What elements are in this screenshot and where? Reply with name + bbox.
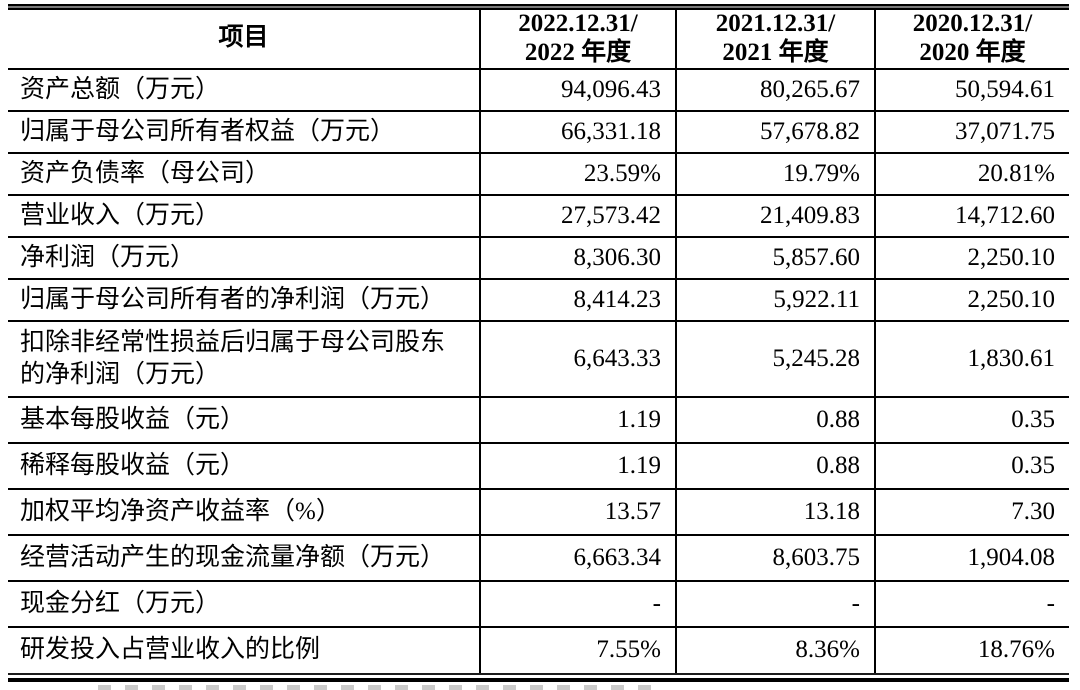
cell-value: 50,594.61: [874, 68, 1069, 112]
header-2022-date: 2022.12.31/: [518, 10, 638, 37]
row-label: 归属于母公司所有者的净利润（万元）: [8, 278, 480, 322]
cell-value: 2,250.10: [874, 236, 1069, 280]
cell-value: 1,904.08: [874, 534, 1069, 582]
header-2021-year: 2021 年度: [722, 38, 829, 66]
clipped-text-remnant: [98, 684, 658, 690]
table-row-parent-net-profit: 归属于母公司所有者的净利润（万元） 8,414.23 5,922.11 2,25…: [8, 278, 1069, 322]
table-row-basic-eps: 基本每股收益（元） 1.19 0.88 0.35: [8, 396, 1069, 444]
table-row-total-assets: 资产总额（万元） 94,096.43 80,265.67 50,594.61: [8, 68, 1069, 112]
cell-value: 21,409.83: [675, 194, 875, 238]
cell-value: 19.79%: [675, 152, 875, 196]
cell-value: 6,643.33: [479, 320, 676, 398]
table-row-revenue: 营业收入（万元） 27,573.42 21,409.83 14,712.60: [8, 194, 1069, 238]
financial-highlights-table: 项目 2022.12.31/ 2022 年度 2021.12.31/ 2021 …: [8, 10, 1069, 673]
cell-value: 20.81%: [874, 152, 1069, 196]
cell-value: 23.59%: [479, 152, 676, 196]
cell-value: -: [874, 580, 1069, 628]
cell-value: 0.88: [675, 396, 875, 444]
cell-value: 18.76%: [874, 626, 1069, 673]
cell-value: 8,306.30: [479, 236, 676, 280]
row-label: 稀释每股收益（元）: [8, 442, 480, 490]
row-label: 资产总额（万元）: [8, 68, 480, 112]
header-2022-year: 2022 年度: [524, 38, 632, 66]
row-label: 加权平均净资产收益率（%）: [8, 488, 480, 536]
row-label: 经营活动产生的现金流量净额（万元）: [8, 534, 480, 582]
table-row-parent-equity: 归属于母公司所有者权益（万元） 66,331.18 57,678.82 37,0…: [8, 110, 1069, 154]
cell-value: 1.19: [479, 442, 676, 490]
row-label: 扣除非经常性损益后归属于母公司股东的净利润（万元）: [8, 320, 480, 398]
cell-value: 8,603.75: [675, 534, 875, 582]
cell-value: 0.88: [675, 442, 875, 490]
cell-value: 2,250.10: [874, 278, 1069, 322]
cell-value: 66,331.18: [479, 110, 676, 154]
table-row-cash-dividend: 现金分红（万元） - - -: [8, 580, 1069, 628]
column-header-2021: 2021.12.31/ 2021 年度: [675, 10, 875, 70]
cell-value: 0.35: [874, 442, 1069, 490]
cell-value: -: [479, 580, 676, 628]
cell-value: 7.55%: [479, 626, 676, 673]
bottom-rule-thick: [8, 677, 1069, 682]
cell-value: 14,712.60: [874, 194, 1069, 238]
top-rule-inner: [8, 6, 1069, 8]
row-label: 营业收入（万元）: [8, 194, 480, 238]
table-row-weighted-roe: 加权平均净资产收益率（%） 13.57 13.18 7.30: [8, 488, 1069, 536]
cell-value: 5,245.28: [675, 320, 875, 398]
row-label: 净利润（万元）: [8, 236, 480, 280]
row-label: 基本每股收益（元）: [8, 396, 480, 444]
row-label: 研发投入占营业收入的比例: [20, 636, 321, 664]
table-row-diluted-eps: 稀释每股收益（元） 1.19 0.88 0.35: [8, 442, 1069, 490]
cell-value: 94,096.43: [479, 68, 676, 112]
cell-value: 13.57: [479, 488, 676, 536]
table-row-net-profit: 净利润（万元） 8,306.30 5,857.60 2,250.10: [8, 236, 1069, 280]
cell-value: 5,857.60: [675, 236, 875, 280]
cell-value: 13.18: [675, 488, 875, 536]
table-row-operating-cash-flow: 经营活动产生的现金流量净额（万元） 6,663.34 8,603.75 1,90…: [8, 534, 1069, 582]
bottom-rule-thin: [8, 672, 1069, 675]
cell-value: 5,922.11: [675, 278, 875, 322]
top-rule-outer: [8, 4, 1069, 6]
table-row-deducted-net-profit: 扣除非经常性损益后归属于母公司股东的净利润（万元） 6,643.33 5,245…: [8, 320, 1069, 398]
cell-value: 37,071.75: [874, 110, 1069, 154]
header-2021-date: 2021.12.31/: [715, 10, 836, 37]
cell-value: 8,414.23: [479, 278, 676, 322]
table-row-rd-ratio: 研发投入占营业收入的比例 7.55% 8.36% 18.76%: [8, 626, 1069, 673]
top-rule-lower: [8, 8, 1069, 10]
table-row-debt-ratio: 资产负债率（母公司） 23.59% 19.79% 20.81%: [8, 152, 1069, 196]
column-header-2022: 2022.12.31/ 2022 年度: [479, 10, 676, 70]
cell-value: -: [675, 580, 875, 628]
header-row: 项目 2022.12.31/ 2022 年度 2021.12.31/ 2021 …: [8, 10, 1069, 70]
bottom-rule-gap: [8, 674, 1069, 678]
header-2020-year: 2020 年度: [919, 38, 1026, 66]
column-header-2020: 2020.12.31/ 2020 年度: [874, 10, 1069, 70]
financial-highlights-table-wrap: 项目 2022.12.31/ 2022 年度 2021.12.31/ 2021 …: [8, 4, 1069, 690]
row-label: 现金分红（万元）: [8, 580, 480, 628]
cell-value: 80,265.67: [675, 68, 875, 112]
cell-value: 0.35: [874, 396, 1069, 444]
cell-value: 1,830.61: [874, 320, 1069, 398]
cell-value: 27,573.42: [479, 194, 676, 238]
cell-value: 6,663.34: [479, 534, 676, 582]
cell-value: 7.30: [874, 488, 1069, 536]
row-label: 资产负债率（母公司）: [8, 152, 480, 196]
cell-value: 8.36%: [675, 626, 875, 673]
row-label: 归属于母公司所有者权益（万元）: [8, 110, 480, 154]
cell-value: 57,678.82: [675, 110, 875, 154]
header-2020-date: 2020.12.31/: [912, 10, 1033, 37]
column-header-item: 项目: [8, 10, 480, 70]
cell-value: 1.19: [479, 396, 676, 444]
